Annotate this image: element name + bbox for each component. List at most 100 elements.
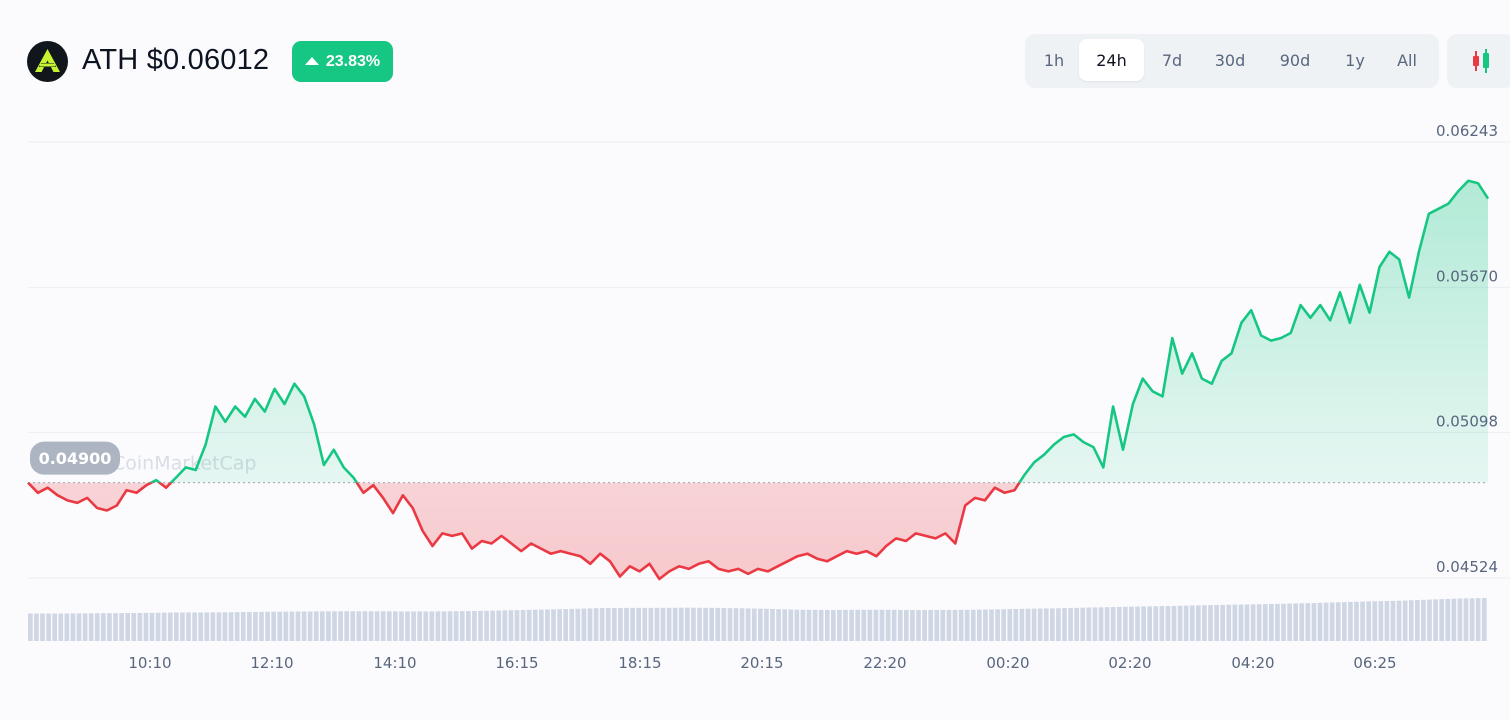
volume-bar	[703, 607, 708, 641]
volume-bar	[855, 609, 861, 641]
volume-bar	[873, 609, 879, 641]
volume-bar	[1372, 601, 1378, 641]
volume-bar	[405, 611, 410, 641]
volume-bar	[1226, 604, 1232, 641]
range-button-90d[interactable]: 90d	[1279, 50, 1311, 70]
price-title: ATH $0.06012	[82, 44, 270, 76]
volume-bar	[1019, 608, 1025, 641]
volume-bar	[904, 609, 909, 641]
volume-bar	[1269, 603, 1274, 641]
volume-bar	[715, 607, 721, 641]
y-tick-label: 0.05670	[1436, 267, 1498, 285]
volume-bar	[867, 609, 873, 641]
volume-bar	[222, 612, 228, 641]
volume-bar	[806, 609, 812, 641]
range-button-30d[interactable]: 30d	[1214, 50, 1246, 70]
volume-bar	[1421, 599, 1426, 641]
volume-bar	[758, 608, 763, 641]
volume-bar	[891, 609, 897, 641]
volume-bar	[155, 612, 161, 641]
volume-bar	[995, 609, 1000, 641]
volume-bar	[977, 609, 982, 641]
volume-bar	[648, 607, 654, 641]
volume-bar	[289, 611, 295, 641]
volume-bar	[1068, 607, 1073, 641]
volume-bar	[879, 609, 885, 641]
triangle-up-icon	[304, 56, 319, 65]
volume-bar	[88, 613, 94, 641]
volume-bar	[76, 613, 82, 641]
volume-bar	[1007, 609, 1013, 641]
price-change-badge: 23.83%	[292, 41, 393, 82]
volume-bar	[301, 611, 307, 641]
volume-bar	[1481, 598, 1487, 641]
volume-bar	[1408, 600, 1414, 641]
volume-bar	[922, 609, 927, 641]
volume-bar	[1123, 606, 1128, 641]
volume-bar	[1445, 598, 1451, 641]
volume-bar	[94, 613, 100, 641]
volume-bar	[228, 612, 234, 641]
volume-bar	[149, 612, 155, 641]
volume-bar	[593, 608, 599, 641]
volume-bar	[1360, 601, 1365, 641]
volume-bar	[1299, 603, 1305, 641]
volume-bar	[1098, 607, 1104, 641]
volume-bar	[545, 609, 550, 641]
volume-bar	[812, 609, 818, 641]
volume-bar	[928, 609, 934, 641]
volume-bar	[131, 612, 137, 641]
volume-bar	[1037, 608, 1043, 641]
volume-bar	[514, 610, 520, 641]
volume-bar	[119, 613, 124, 641]
aethir-logo-icon	[27, 41, 68, 82]
volume-bar	[1116, 606, 1122, 641]
volume-bar	[1074, 607, 1080, 641]
volume-bar	[441, 611, 447, 641]
volume-bar	[1013, 608, 1019, 641]
volume-bar	[764, 608, 769, 641]
volume-bar	[137, 612, 143, 641]
volume-bar	[1348, 601, 1353, 641]
price-line-down	[27, 482, 1021, 581]
volume-bar	[612, 607, 617, 641]
volume-bar	[313, 611, 319, 641]
volume-bar	[1293, 603, 1299, 641]
volume-bar	[1451, 598, 1457, 641]
volume-bar	[1469, 598, 1475, 641]
price-chart[interactable]: CoinMarketCap 0.04900 0.06243 0.05670 0.0509…	[0, 110, 1510, 720]
volume-bar	[277, 611, 283, 641]
volume-bar	[958, 609, 964, 641]
range-button-all[interactable]: All	[1397, 50, 1417, 70]
volume-bar	[861, 609, 867, 641]
volume-bar	[459, 611, 465, 641]
volume-bar	[411, 611, 416, 641]
volume-bar	[1457, 598, 1463, 641]
range-button-1h[interactable]: 1h	[1043, 50, 1065, 70]
price-chart-svg: CoinMarketCap0.049000.062430.056700.0509…	[27, 122, 1510, 672]
range-button-7d[interactable]: 7d	[1161, 50, 1183, 70]
volume-bar	[1171, 605, 1177, 641]
volume-bar	[1080, 607, 1086, 641]
chart-header: ATH $0.06012 23.83% 1h 24h 7d 30d 90d 1y…	[0, 0, 1510, 110]
volume-bar	[1329, 602, 1335, 641]
volume-bar	[368, 611, 374, 641]
range-button-1y[interactable]: 1y	[1345, 50, 1365, 70]
range-button-24h[interactable]: 24h	[1079, 39, 1144, 81]
candlestick-toggle-button[interactable]	[1447, 34, 1510, 88]
volume-bar	[989, 609, 994, 641]
volume-bar	[40, 613, 45, 641]
volume-bar	[82, 613, 88, 641]
volume-bar	[1062, 608, 1067, 641]
x-tick-label: 20:15	[740, 654, 783, 672]
volume-bar	[1335, 602, 1341, 641]
volume-bar	[520, 610, 526, 641]
volume-bar	[399, 611, 404, 641]
volume-bar	[192, 612, 197, 641]
volume-bar	[70, 613, 76, 641]
volume-bar	[733, 608, 739, 641]
volume-bar	[435, 611, 441, 641]
volume-bar	[964, 609, 970, 641]
volume-bar	[417, 611, 423, 641]
volume-bar	[983, 609, 988, 641]
